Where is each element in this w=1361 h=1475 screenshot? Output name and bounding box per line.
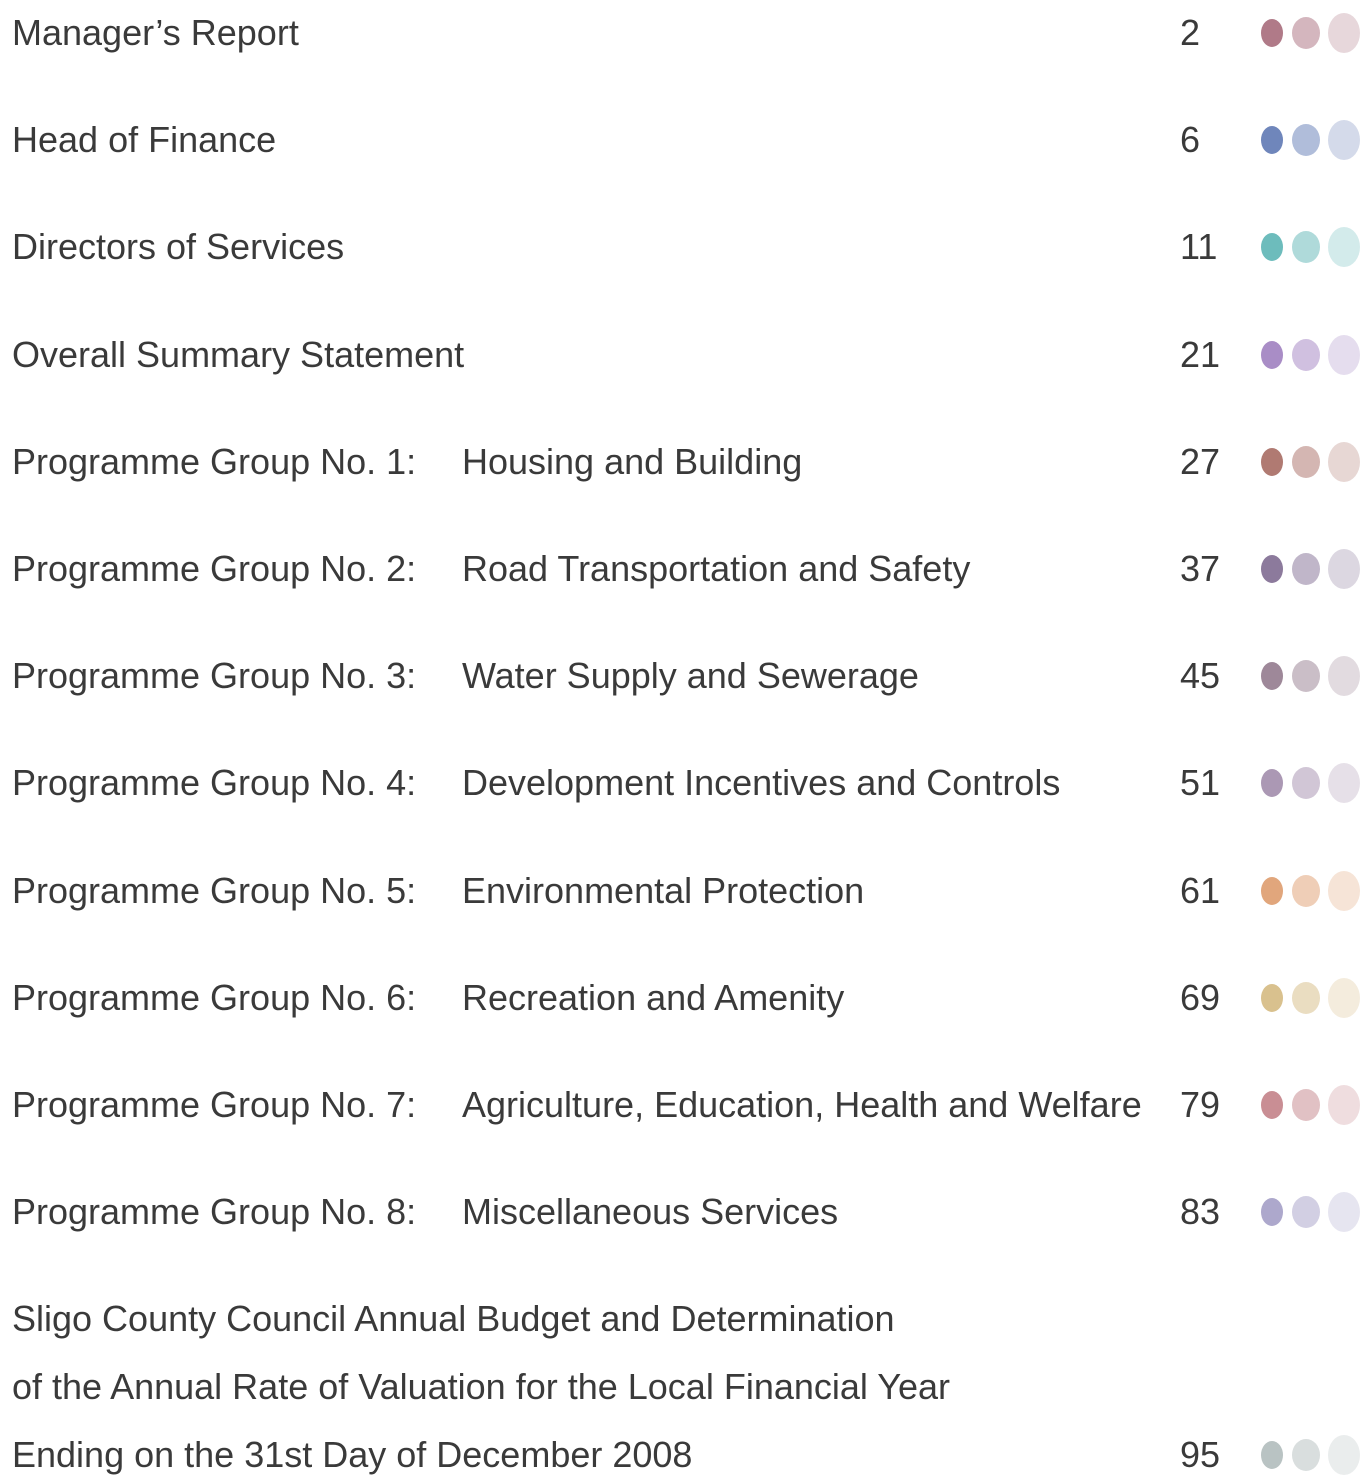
entry-title-line: Sligo County Council Annual Budget and D…	[12, 1298, 895, 1340]
page-number: 45	[1180, 655, 1221, 697]
color-dot	[1292, 981, 1320, 1014]
color-dot	[1292, 124, 1320, 157]
color-dot	[1292, 445, 1320, 478]
entry-title: Overall Summary Statement	[12, 333, 465, 375]
color-dot	[1328, 120, 1360, 161]
page-number: 6	[1180, 119, 1201, 161]
entry-subtitle: Water Supply and Sewerage	[462, 655, 919, 697]
color-dot	[1328, 1192, 1360, 1233]
color-dot	[1261, 1441, 1283, 1470]
entry-subtitle: Housing and Building	[462, 440, 803, 482]
color-dot	[1328, 549, 1360, 589]
page-number: 11	[1180, 226, 1218, 268]
entry-subtitle: Agriculture, Education, Health and Welfa…	[462, 1084, 1142, 1125]
color-dot	[1328, 763, 1360, 804]
entry-title: Manager’s Report	[12, 12, 299, 53]
page-number: 61	[1180, 869, 1221, 911]
color-dot	[1261, 555, 1283, 583]
color-dot	[1328, 227, 1360, 268]
entry-title: Programme Group No. 7:	[12, 1084, 417, 1125]
color-dot	[1261, 233, 1283, 262]
color-dot	[1328, 334, 1360, 375]
entry-subtitle: Environmental Protection	[462, 869, 865, 911]
color-dot	[1292, 874, 1320, 907]
color-dot	[1328, 870, 1360, 911]
color-dot	[1292, 660, 1320, 693]
color-dot	[1261, 1198, 1283, 1227]
page-number: 95	[1180, 1434, 1221, 1475]
page-number: 83	[1180, 1191, 1221, 1233]
entry-title: Programme Group No. 4:	[12, 762, 417, 804]
page-number: 21	[1180, 333, 1221, 375]
color-dot	[1261, 1091, 1283, 1119]
entry-title: Programme Group No. 8:	[12, 1191, 417, 1233]
color-dot	[1261, 769, 1283, 798]
entry-title: Programme Group No. 5:	[12, 869, 417, 911]
color-dot	[1261, 340, 1283, 369]
color-dot	[1292, 1089, 1320, 1121]
color-dot	[1292, 767, 1320, 800]
color-dot	[1328, 1085, 1360, 1125]
color-dot	[1328, 656, 1360, 697]
page-number: 79	[1180, 1084, 1221, 1125]
color-dot	[1261, 876, 1283, 905]
page-number: 27	[1180, 440, 1221, 482]
entry-title: Programme Group No. 6:	[12, 976, 417, 1018]
color-dot	[1261, 662, 1283, 691]
entry-title: Programme Group No. 1:	[12, 440, 417, 482]
color-dot	[1261, 983, 1283, 1012]
color-dot	[1292, 1439, 1320, 1472]
entry-subtitle: Miscellaneous Services	[462, 1191, 839, 1233]
color-dot	[1292, 1196, 1320, 1229]
entry-title: Programme Group No. 2:	[12, 548, 417, 589]
color-dot	[1292, 553, 1320, 585]
page-number: 69	[1180, 976, 1221, 1018]
color-dot	[1292, 17, 1320, 49]
color-dot	[1328, 977, 1360, 1018]
entry-title: Directors of Services	[12, 226, 345, 268]
color-dot	[1292, 338, 1320, 371]
color-dot	[1261, 126, 1283, 155]
page-number: 2	[1180, 12, 1201, 53]
color-dot	[1292, 231, 1320, 264]
color-dot	[1328, 441, 1360, 482]
entry-subtitle: Recreation and Amenity	[462, 976, 845, 1018]
page-number: 51	[1180, 762, 1221, 804]
entry-title: Head of Finance	[12, 119, 277, 161]
color-dot	[1261, 19, 1283, 47]
entry-subtitle: Road Transportation and Safety	[462, 548, 971, 589]
entry-subtitle: Development Incentives and Controls	[462, 762, 1061, 804]
color-dot	[1328, 13, 1360, 53]
entry-title: Programme Group No. 3:	[12, 655, 417, 697]
entry-title-line: Ending on the 31st Day of December 2008	[12, 1434, 693, 1475]
page-number: 37	[1180, 548, 1221, 589]
color-dot	[1261, 447, 1283, 476]
color-dot	[1328, 1435, 1360, 1475]
entry-title-line: of the Annual Rate of Valuation for the …	[12, 1366, 950, 1408]
